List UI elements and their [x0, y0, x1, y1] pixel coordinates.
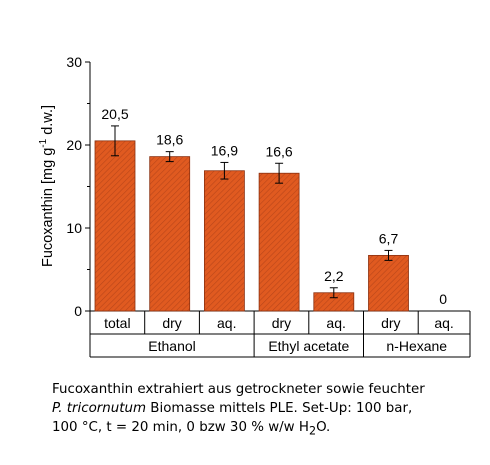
y-tick-label: 20 — [66, 137, 82, 153]
value-label: 6,7 — [379, 230, 399, 246]
fucoxanthin-bar-chart: 0 10 20 30 20,5 18,6 16,9 16,6 2,2 6,7 0 total dry… — [38, 54, 471, 358]
group-label: Ethyl acetate — [268, 338, 349, 354]
value-label: 2,2 — [324, 268, 344, 284]
bar — [258, 172, 300, 312]
error-bars — [111, 125, 393, 299]
caption-line-3-main: 100 °C, t = 20 min, 0 bzw 30 % w/w H — [52, 420, 309, 435]
y-tick-label: 10 — [66, 220, 82, 236]
category-label: total — [104, 315, 130, 331]
y-tick-label: 30 — [66, 54, 82, 70]
y-tick-label: 0 — [74, 303, 82, 319]
category-label: dry — [162, 315, 181, 331]
caption-subscript: 2 — [308, 424, 317, 438]
y-axis-label: Fucoxanthin [mg g-1 d.w.] — [38, 105, 56, 267]
category-label: aq. — [326, 315, 345, 331]
bar — [368, 254, 409, 312]
category-label: dry — [381, 315, 400, 331]
bar — [149, 156, 191, 312]
caption-line-3: 100 °C, t = 20 min, 0 bzw 30 % w/w H2O. — [52, 418, 482, 441]
value-labels: 20,5 18,6 16,9 16,6 2,2 6,7 0 — [101, 106, 447, 307]
bar — [94, 140, 136, 312]
group-label: n-Hexane — [386, 338, 447, 354]
value-label: 20,5 — [101, 106, 128, 122]
value-label: 18,6 — [156, 132, 183, 148]
category-label: aq. — [217, 315, 236, 331]
caption-line-2-rest: Biomasse mittels PLE. Set-Up: 100 bar, — [146, 401, 413, 416]
figure-caption: Fucoxanthin extrahiert aus getrockneter … — [52, 380, 482, 441]
category-table: total dry aq. dry aq. dry aq. Ethanol Ethyl acet… — [89, 311, 471, 358]
bar — [203, 170, 245, 312]
group-label: Ethanol — [148, 338, 195, 354]
value-label: 16,9 — [211, 142, 238, 158]
category-label: dry — [272, 315, 291, 331]
bars — [94, 140, 409, 312]
species-name: P. tricornutum — [52, 401, 147, 416]
value-label: 16,6 — [265, 143, 292, 159]
caption-line-3-end: O. — [316, 420, 331, 435]
caption-line-2: P. tricornutum Biomasse mittels PLE. Set… — [52, 399, 482, 418]
value-label: 0 — [439, 291, 447, 307]
caption-line-1: Fucoxanthin extrahiert aus getrockneter … — [52, 382, 425, 397]
category-label: aq. — [434, 315, 453, 331]
